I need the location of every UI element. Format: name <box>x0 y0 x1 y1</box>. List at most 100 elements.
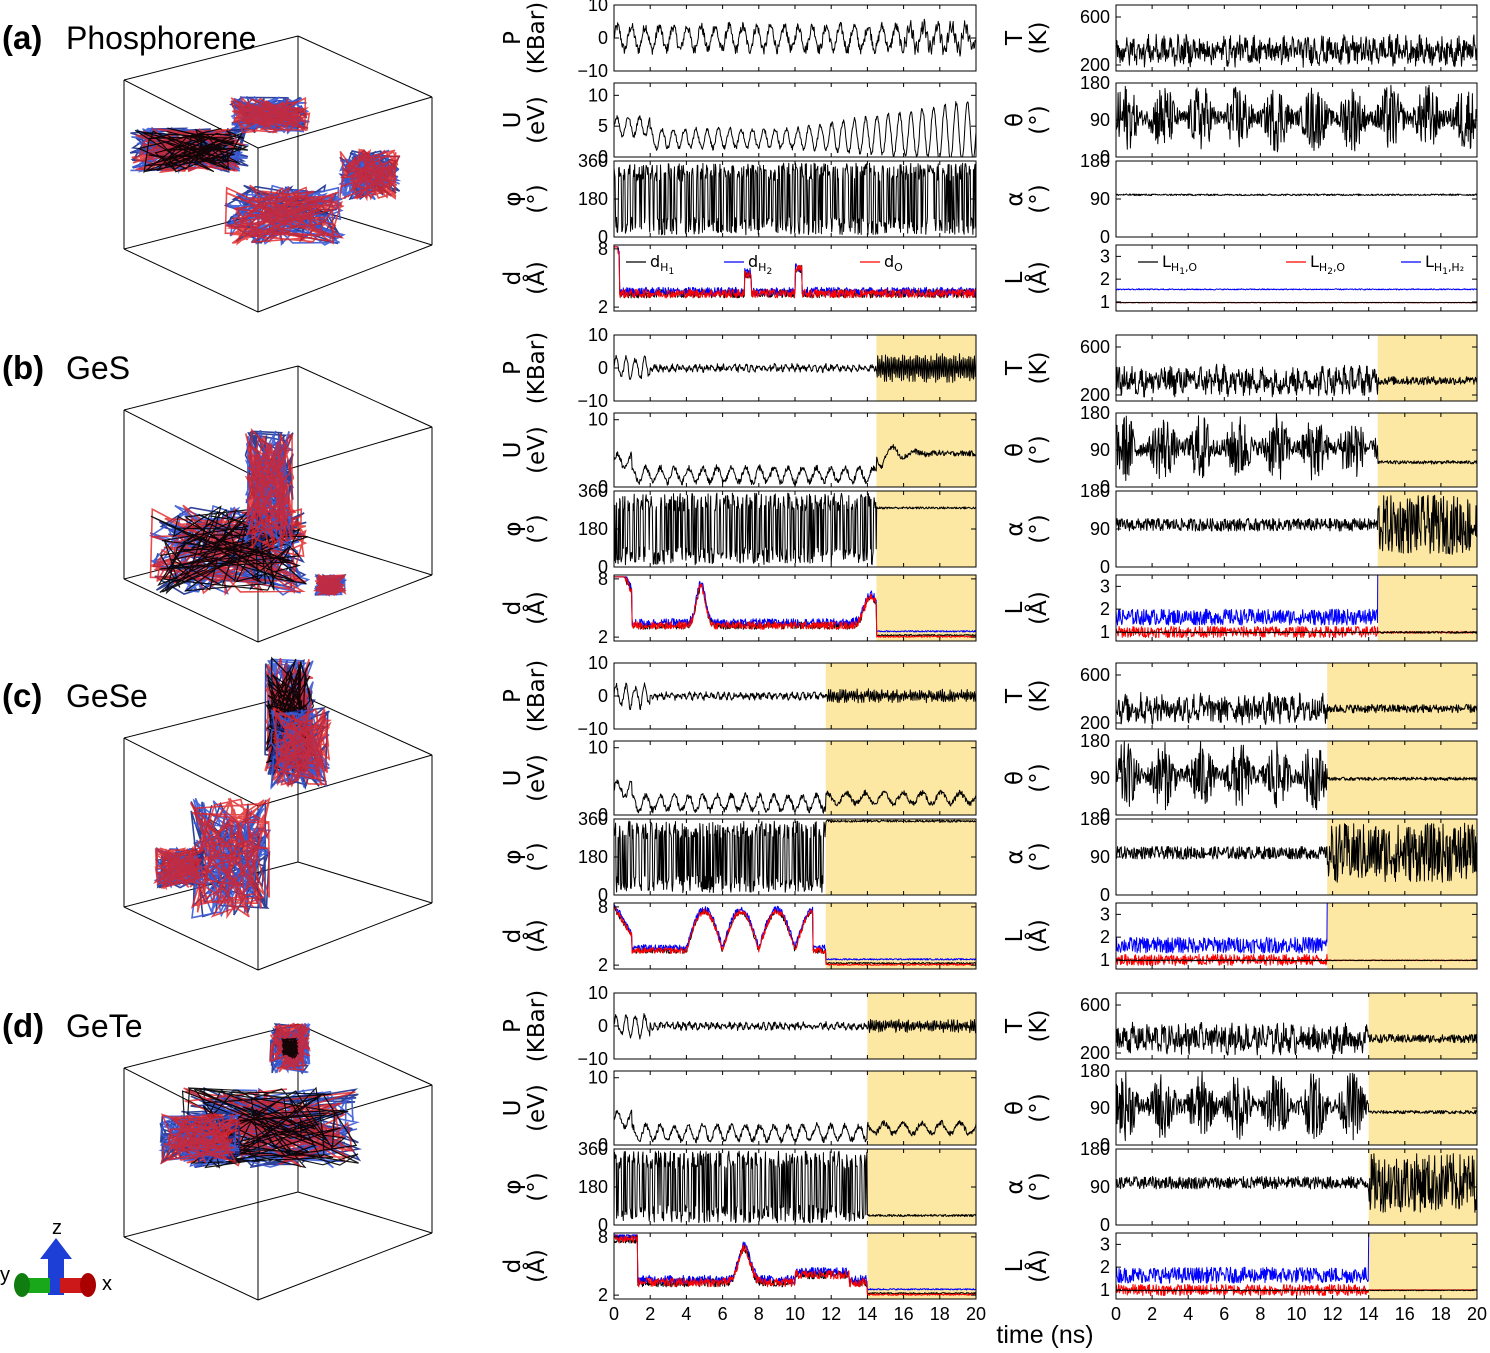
ylabel-theta-unit: (°) <box>1026 1093 1052 1122</box>
series-phi <box>613 819 977 894</box>
xtick-label: 2 <box>1147 1304 1157 1324</box>
series-L-1 <box>1115 1283 1477 1297</box>
cube-2 <box>123 656 433 971</box>
xtick-label: 0 <box>609 1304 619 1324</box>
ylabel-theta-symbol: θ <box>1002 771 1028 785</box>
ytick-label: −10 <box>577 391 608 411</box>
axes-c-U: 10 0 U(eV) <box>500 738 977 825</box>
trajectory-path <box>160 1112 243 1165</box>
xtick-label: 10 <box>785 1304 805 1324</box>
L-legend-label-1: LH2,O <box>1310 252 1345 277</box>
axes-c-L: 3 2 1 L(Å) <box>1002 902 1478 970</box>
ylabel-L-unit: (Å) <box>1024 1249 1052 1283</box>
ylabel-U-unit: (eV) <box>524 754 550 802</box>
xtick-label: 4 <box>681 1304 691 1324</box>
z-arrow-head <box>40 1238 72 1259</box>
axes-d-P: 10 0 −10 P(KBar) <box>500 983 977 1069</box>
cube-edge <box>297 1023 433 1086</box>
L-legend-label-0: LH1,O <box>1162 252 1197 277</box>
axes-c-phi: 360 180 0 φ(°) <box>500 809 977 905</box>
ylabel-alpha-symbol: α <box>1002 1179 1028 1194</box>
ylabel-T-unit: (K) <box>1026 1009 1052 1042</box>
panel-material: GeS <box>66 350 130 386</box>
ytick-label: 180 <box>1080 1061 1110 1081</box>
ylabel-phi-symbol: φ <box>500 849 526 864</box>
series-d_O <box>613 1234 977 1296</box>
series-L-0 <box>1116 630 1478 634</box>
xtick-label: 16 <box>1395 1304 1415 1324</box>
L-legend-entry-1: LH2,O <box>1286 252 1345 277</box>
ytick-label: 0 <box>1100 227 1110 247</box>
ytick-label: 0 <box>598 1215 608 1235</box>
ytick-label: 0 <box>1100 557 1110 577</box>
trajectory-path <box>230 96 311 134</box>
ytick-label: 200 <box>1080 385 1110 405</box>
L-legend-label-2: LH1,H₂ <box>1425 252 1464 277</box>
ytick-label: 10 <box>588 410 608 430</box>
ytick-label: 0 <box>598 885 608 905</box>
ylabel-P: P(KBar) <box>500 332 550 404</box>
ytick-label: 10 <box>588 653 608 673</box>
cube-edge <box>257 574 433 643</box>
cube-edge <box>123 409 259 479</box>
ytick-label: 0 <box>598 1016 608 1036</box>
x-arrow-shaft <box>60 1278 86 1293</box>
ylabel-d: d(Å) <box>500 261 550 295</box>
series-alpha <box>1115 822 1478 883</box>
ytick-label: 2 <box>598 955 608 975</box>
ylabel-d-symbol: d <box>500 601 526 616</box>
ylabel-U-symbol: U <box>500 112 526 129</box>
xtick-label: 14 <box>1359 1304 1379 1324</box>
stable-region-shade <box>1327 903 1477 969</box>
stable-region-shade <box>1368 1071 1477 1145</box>
ytick-label: 3 <box>1100 246 1110 266</box>
series-T <box>1115 33 1478 68</box>
ylabel-P: P(KBar) <box>500 2 550 74</box>
ytick-label: 600 <box>1080 665 1110 685</box>
ylabel-d-unit: (Å) <box>522 1249 550 1283</box>
ylabel-L-symbol: L <box>1002 1259 1028 1272</box>
ytick-label: 90 <box>1090 519 1110 539</box>
ytick-label: 1 <box>1100 1280 1110 1300</box>
ylabel-T-unit: (K) <box>1026 351 1052 384</box>
ytick-label: 0 <box>1100 477 1110 497</box>
series-theta <box>1115 84 1478 153</box>
stable-region-shade <box>1377 413 1477 487</box>
ylabel-d: d(Å) <box>500 1249 550 1283</box>
cube-edge <box>297 861 433 904</box>
ylabel-alpha-symbol: α <box>1002 849 1028 864</box>
legend-d: dH1 dH2 dO <box>626 252 903 277</box>
ytick-label: 2 <box>598 1285 608 1305</box>
ylabel-L: L(Å) <box>1002 919 1052 953</box>
ylabel-alpha-unit: (°) <box>1026 1172 1052 1201</box>
ylabel-L-unit: (Å) <box>1024 919 1052 953</box>
cube-edge <box>123 365 299 411</box>
axes-a-alpha: 180 90 0 α(°) <box>1002 151 1478 247</box>
trajectory-path <box>150 505 309 595</box>
cube-edge <box>297 693 433 756</box>
ytick-label: 180 <box>1080 731 1110 751</box>
axes-frame <box>1115 160 1478 238</box>
ytick-label: 10 <box>588 983 608 1003</box>
ytick-label: 3 <box>1100 576 1110 596</box>
panel-material: GeTe <box>66 1008 142 1044</box>
ytick-label: 8 <box>598 569 608 589</box>
trajectory-path <box>152 845 206 891</box>
axes-b-theta: 180 90 0 θ(°) <box>1002 403 1478 497</box>
ylabel-P-symbol: P <box>500 31 526 45</box>
ytick-label: 0 <box>598 1135 608 1155</box>
xtick-label: 8 <box>1255 1304 1265 1324</box>
ytick-label: 600 <box>1080 995 1110 1015</box>
axes-d-alpha: 180 90 0 α(°) <box>1002 1139 1478 1235</box>
ylabel-U-symbol: U <box>500 770 526 787</box>
ytick-label: 90 <box>1090 1177 1110 1197</box>
axes-d-phi: 360 180 0 φ(°) <box>500 1139 977 1235</box>
ytick-label: 8 <box>598 1227 608 1247</box>
trajectory-path <box>181 1086 359 1169</box>
ylabel-U: U(eV) <box>500 426 550 474</box>
xtick-label: 4 <box>1183 1304 1193 1324</box>
series-L-2 <box>1115 902 1328 954</box>
ytick-label: 90 <box>1090 189 1110 209</box>
ytick-label: 8 <box>598 897 608 917</box>
